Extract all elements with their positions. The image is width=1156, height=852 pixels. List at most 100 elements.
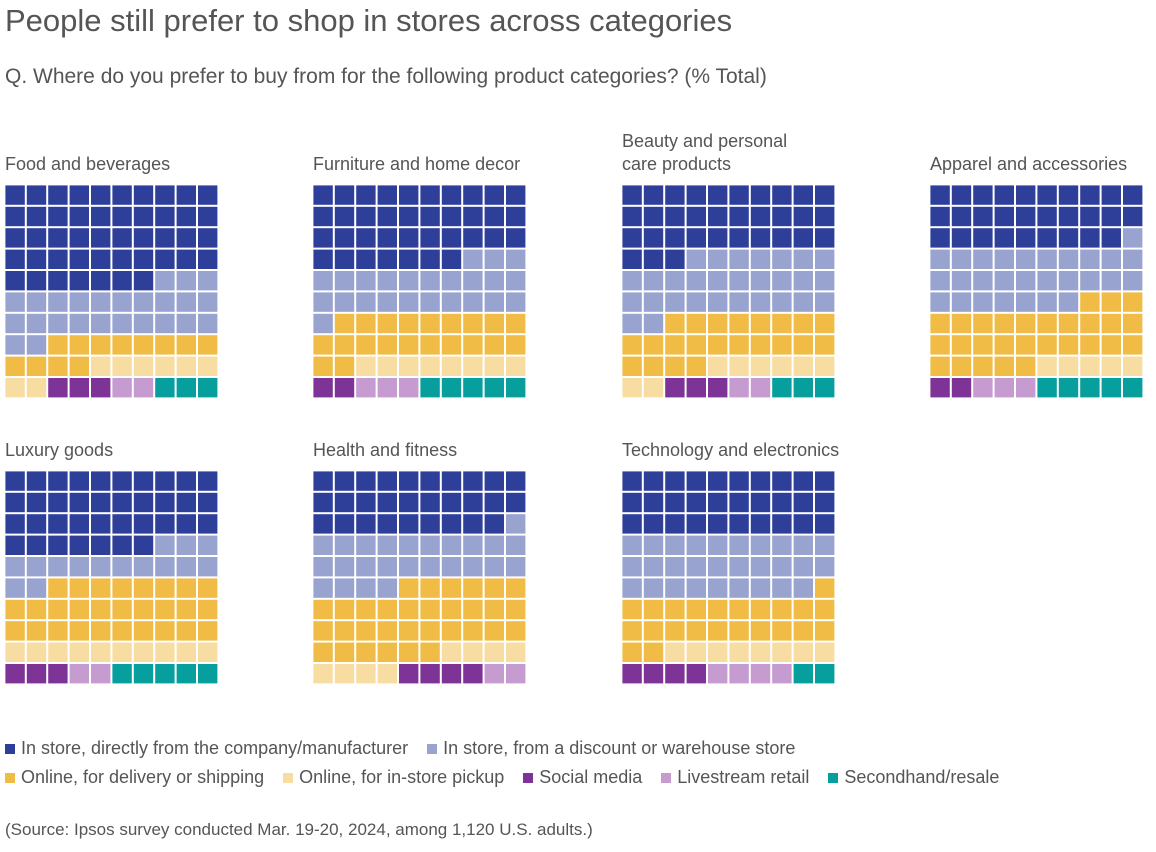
waffle-cell <box>420 621 440 641</box>
waffle-cell <box>1058 249 1079 269</box>
waffle-cell <box>750 599 771 620</box>
waffle-cell <box>484 206 504 227</box>
waffle-cell <box>622 228 642 248</box>
waffle-cell <box>1058 292 1079 312</box>
waffle-cell <box>5 271 25 291</box>
chart-title: People still prefer to shop in stores ac… <box>5 3 733 38</box>
waffle-cell <box>5 621 25 641</box>
waffle-cell <box>420 471 440 491</box>
waffle-cell <box>793 557 813 577</box>
waffle-cell <box>441 292 462 312</box>
waffle-cell <box>155 249 175 269</box>
waffle-cell <box>420 228 440 248</box>
waffle-cell <box>622 514 642 534</box>
waffle-cell <box>665 664 685 684</box>
waffle-cell <box>48 621 68 641</box>
waffle-cell <box>313 206 333 227</box>
waffle-cell <box>484 578 504 598</box>
waffle-cell <box>48 335 68 355</box>
waffle-cell <box>1080 185 1100 205</box>
waffle-panel-food: Food and beverages <box>5 154 305 403</box>
waffle-cell <box>48 378 68 398</box>
waffle-cell <box>176 313 196 334</box>
waffle-cell <box>420 535 440 555</box>
waffle-cell <box>399 185 419 205</box>
waffle-cell <box>334 557 355 577</box>
waffle-cell <box>313 356 333 376</box>
waffle-cell <box>399 206 419 227</box>
waffle-cell <box>112 228 132 248</box>
legend-item: Social media <box>523 767 642 788</box>
legend-label: Online, for in-store pickup <box>299 767 505 787</box>
waffle-cell <box>622 335 642 355</box>
waffle-cell <box>951 206 972 227</box>
waffle-cell <box>484 599 504 620</box>
waffle-cell <box>399 471 419 491</box>
waffle-cell <box>198 492 218 513</box>
waffle-cell <box>48 664 68 684</box>
waffle-grid <box>622 471 835 684</box>
waffle-cell <box>463 664 483 684</box>
waffle-cell <box>198 292 218 312</box>
waffle-cell <box>334 271 355 291</box>
waffle-cell <box>750 313 771 334</box>
waffle-cell <box>484 535 504 555</box>
waffle-grid <box>313 185 526 398</box>
waffle-cell <box>708 471 728 491</box>
waffle-cell <box>69 557 89 577</box>
waffle-cell <box>155 492 175 513</box>
waffle-cell <box>793 535 813 555</box>
waffle-cell <box>176 356 196 376</box>
waffle-cell <box>973 271 993 291</box>
waffle-cell <box>665 249 685 269</box>
waffle-cell <box>334 228 355 248</box>
waffle-cell <box>506 578 526 598</box>
waffle-cell <box>26 185 47 205</box>
waffle-grid <box>622 185 835 398</box>
waffle-cell <box>1037 292 1057 312</box>
waffle-cell <box>48 642 68 662</box>
waffle-cell <box>26 492 47 513</box>
waffle-cell <box>112 557 132 577</box>
waffle-cell <box>377 292 397 312</box>
panel-title: Technology and electronics <box>622 440 840 460</box>
legend-label: In store, from a discount or warehouse s… <box>443 738 796 758</box>
waffle-cell <box>622 535 642 555</box>
waffle-cell <box>313 492 333 513</box>
waffle-cell <box>91 514 111 534</box>
waffle-cell <box>1037 185 1057 205</box>
waffle-cell <box>26 471 47 491</box>
waffle-cell <box>643 471 664 491</box>
waffle-cell <box>91 492 111 513</box>
waffle-cell <box>420 249 440 269</box>
waffle-cell <box>1016 271 1036 291</box>
waffle-cell <box>506 249 526 269</box>
waffle-cell <box>133 492 154 513</box>
waffle-grid <box>5 471 218 684</box>
waffle-cell <box>1101 249 1121 269</box>
waffle-cell <box>5 535 25 555</box>
waffle-cell <box>1080 292 1100 312</box>
waffle-cell <box>686 664 706 684</box>
waffle-cell <box>484 664 504 684</box>
waffle-cell <box>48 535 68 555</box>
waffle-cell <box>665 185 685 205</box>
waffle-cell <box>622 578 642 598</box>
waffle-cell <box>5 356 25 376</box>
waffle-cell <box>5 249 25 269</box>
waffle-cell <box>112 249 132 269</box>
waffle-cell <box>686 206 706 227</box>
waffle-cell <box>1016 206 1036 227</box>
waffle-cell <box>198 249 218 269</box>
waffle-cell <box>463 535 483 555</box>
waffle-cell <box>708 206 728 227</box>
waffle-cell <box>198 378 218 398</box>
waffle-cell <box>665 514 685 534</box>
waffle-cell <box>622 206 642 227</box>
waffle-cell <box>26 335 47 355</box>
waffle-cell <box>729 228 749 248</box>
waffle-cell <box>1016 228 1036 248</box>
waffle-cell <box>686 578 706 598</box>
waffle-cell <box>441 471 462 491</box>
waffle-cell <box>48 206 68 227</box>
